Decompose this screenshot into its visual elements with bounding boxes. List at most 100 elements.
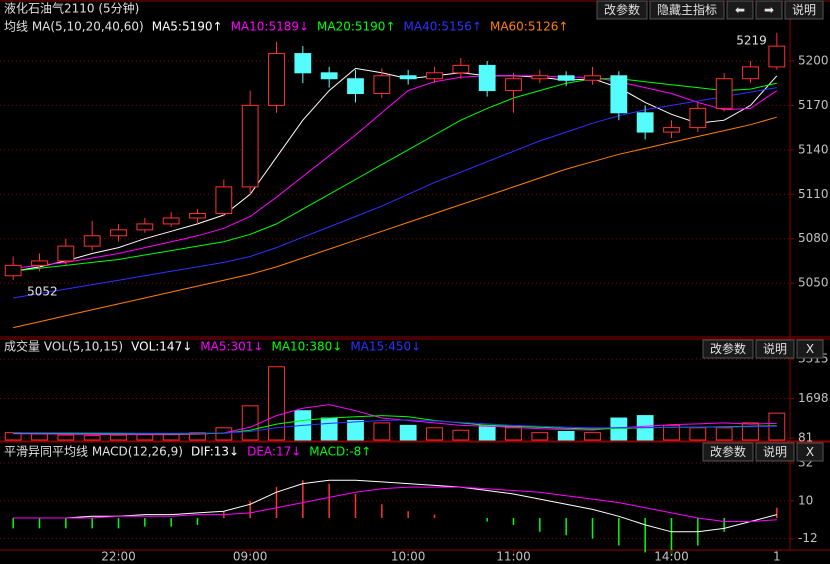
- candle-body: [663, 127, 680, 133]
- volume-bar: [83, 435, 101, 441]
- volume-bar: [162, 434, 180, 441]
- y-tick-label: 1698: [798, 391, 829, 405]
- ma-line: [13, 479, 777, 533]
- volume-bar: [347, 419, 364, 441]
- volume-bar: [742, 422, 759, 441]
- button[interactable]: [702, 442, 754, 462]
- button[interactable]: [755, 339, 795, 359]
- legend-entry: MA10:5189↓: [231, 20, 309, 34]
- candle-body: [452, 64, 470, 74]
- candle-body: [347, 78, 364, 95]
- button[interactable]: [702, 339, 754, 359]
- ma-line: [13, 78, 777, 272]
- volume-bar: [663, 424, 680, 441]
- button[interactable]: [755, 442, 795, 462]
- button-label[interactable]: 说明: [792, 2, 816, 17]
- volume-bar: [373, 422, 391, 441]
- candle-body: [768, 45, 786, 68]
- legend-entry: MA20:5190↑: [317, 20, 395, 34]
- candle-body: [478, 64, 496, 92]
- button[interactable]: [796, 339, 824, 359]
- legend-entry: DIF:13↓: [191, 445, 239, 459]
- volume-bar: [557, 430, 575, 441]
- button-label[interactable]: 隐藏主指标: [657, 2, 717, 17]
- candle-body: [715, 78, 733, 109]
- ma-line: [13, 67, 778, 272]
- button[interactable]: [796, 442, 824, 462]
- button-label[interactable]: X: [806, 445, 814, 459]
- ma-line: [13, 404, 777, 436]
- button-label[interactable]: 改参数: [604, 2, 640, 17]
- candle-body: [110, 229, 127, 237]
- button-label[interactable]: 说明: [763, 341, 787, 356]
- volume-bar: [110, 434, 127, 441]
- legend-entry: MACD:-8↑: [309, 445, 371, 459]
- y-tick-label: 5140: [798, 142, 829, 156]
- volume-bar: [399, 424, 417, 441]
- y-tick-label: 10: [798, 493, 813, 507]
- candle-body: [557, 75, 575, 81]
- button-label[interactable]: ➡: [764, 3, 774, 17]
- button[interactable]: [649, 0, 725, 20]
- x-tick-label: 10:00: [391, 550, 426, 564]
- y-tick-label: 81: [798, 431, 813, 445]
- button[interactable]: [726, 0, 754, 20]
- button-label[interactable]: 改参数: [710, 444, 746, 459]
- candle-body: [136, 223, 154, 231]
- candle-body: [742, 66, 759, 80]
- candle-body: [83, 235, 101, 247]
- x-tick-label: 22:00: [101, 550, 136, 564]
- candle-body: [162, 217, 180, 225]
- volume-bar: [268, 366, 285, 441]
- candle-body: [268, 53, 285, 106]
- button-label[interactable]: 说明: [763, 444, 787, 459]
- candle-body: [294, 53, 312, 74]
- volume-bar: [57, 434, 75, 441]
- y-tick-label: -12: [798, 531, 818, 545]
- ma-line: [13, 87, 777, 299]
- ma-line: [13, 486, 777, 522]
- y-tick-label: 5080: [798, 231, 829, 245]
- candle-body: [531, 75, 549, 80]
- ma-line: [13, 75, 778, 269]
- candle-body: [320, 72, 338, 80]
- volume-bar: [715, 427, 733, 441]
- volume-bar: [452, 429, 470, 441]
- volume-bar: [584, 432, 601, 441]
- candle-body: [373, 75, 391, 95]
- candle-body: [610, 75, 628, 114]
- candle-body: [636, 112, 654, 133]
- button-label[interactable]: 改参数: [710, 341, 746, 356]
- legend-entry: 均线 MA(5,10,20,40,60): [4, 20, 144, 34]
- y-tick-label: 5200: [798, 53, 829, 67]
- y-tick-label: 5050: [798, 276, 829, 290]
- button[interactable]: [755, 0, 783, 20]
- button[interactable]: [784, 0, 824, 20]
- x-tick-label: 11:00: [496, 550, 531, 564]
- legend-entry: MA10:380↓: [271, 340, 342, 354]
- volume-bar: [189, 432, 206, 441]
- low-annotation: 5052: [27, 285, 58, 299]
- volume-bar: [478, 424, 496, 441]
- legend-entry: 平滑异同平均线 MACD(12,26,9): [4, 445, 183, 459]
- legend-entry: VOL:147↓: [131, 340, 192, 354]
- candle-body: [31, 260, 48, 266]
- button-label[interactable]: ⬅: [735, 3, 745, 17]
- y-tick-label: 5110: [798, 187, 829, 201]
- candle-body: [215, 186, 233, 215]
- button-label[interactable]: X: [806, 342, 814, 356]
- volume-bar: [31, 433, 48, 441]
- x-tick-label: 14:00: [654, 550, 689, 564]
- volume-bar: [4, 432, 22, 441]
- button[interactable]: [596, 0, 648, 20]
- y-tick-label: 5170: [798, 98, 829, 112]
- candle-body: [241, 104, 259, 188]
- chart-title: 液化石油气2110 (5分钟): [4, 1, 139, 16]
- candle-body: [426, 72, 443, 80]
- high-annotation: 5219: [736, 33, 767, 47]
- x-tick-label: 09:00: [233, 550, 268, 564]
- candle-body: [4, 264, 22, 277]
- candle-body: [689, 107, 707, 129]
- candle-body: [189, 213, 206, 219]
